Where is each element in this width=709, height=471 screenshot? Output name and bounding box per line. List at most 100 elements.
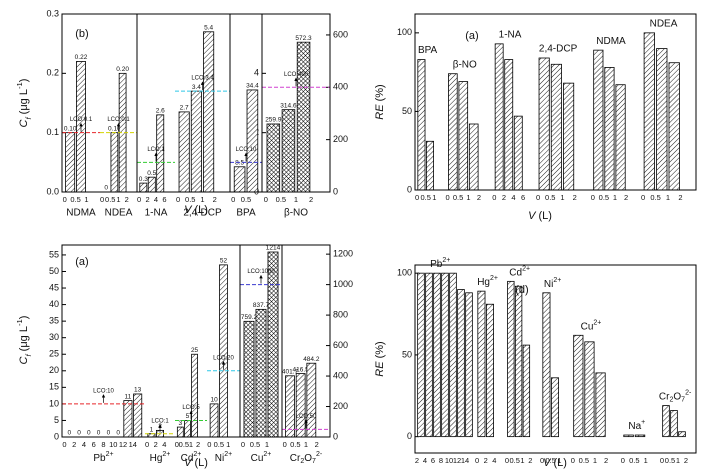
x-tick-label: 0 [641,193,645,202]
plot-frame [414,13,697,191]
text-part: Cu [581,321,594,332]
text-part: Cr [290,453,301,464]
group-label: Cr2O72- [290,451,323,465]
text-part: 2+ [263,451,271,458]
x-tick-label: 1 [520,456,524,465]
text-part: Hg [150,453,163,464]
panel-label: (a) [75,256,88,268]
value-label: 2.7 [180,105,189,112]
x-tick-label: 0 [63,195,67,204]
x-tick-label: 0 [62,440,66,449]
x-tick-label: 0.5 [453,193,463,202]
bar [65,132,76,193]
plot-frame [61,13,331,193]
value-label: 484.2 [303,356,320,363]
bar [123,400,133,438]
x-tick-label: 2 [678,193,682,202]
lco-label: LCO:0.1 [70,117,93,123]
text-part: (L) [550,457,567,469]
tick-label: 0 [407,184,412,194]
text-part: Pb [93,453,106,464]
x-tick-label: 10 [109,440,117,449]
value-label: 0 [77,430,81,437]
bar [133,393,143,438]
x-tick-label: 0 [241,440,245,449]
panel-label: (d) [515,284,528,296]
lco-label: LCO:1000 [247,269,275,275]
tick-label: 0.2 [46,68,59,78]
x-tick-label: 0 [231,195,235,204]
x-tick-label: 2 [573,193,577,202]
bar [219,264,228,438]
group-label: Ni2+ [544,277,561,289]
value-label: 5 [186,413,190,420]
bar [604,67,615,191]
text-part: 2+ [490,276,498,283]
bar [255,308,267,438]
text-part: Cd [181,453,194,464]
tick-label: 15 [49,382,59,392]
text-part: + [641,419,645,426]
text-part: -1 [15,319,24,326]
bar [203,31,215,193]
x-tick-label: 4 [423,456,427,465]
panel-label: (b) [75,28,88,40]
x-tick-label: 0 [621,456,625,465]
x-tick-label: 2 [684,456,688,465]
x-tick-label: 0 [137,195,141,204]
text-part: (L) [191,457,208,469]
x-tick-label: 2 [415,456,419,465]
tick-label: 1200 [333,249,353,259]
group-label: β-NO [284,208,308,219]
bar [417,59,426,191]
group-label: Cr2O72- [659,390,692,404]
text-part: Cu [251,453,264,464]
lco-label: LCO:0.1 [107,117,130,123]
bar [485,303,494,438]
text-part: 7 [312,458,316,465]
tick-label: 600 [333,29,348,39]
bar [668,62,680,191]
x-tick-label: 4 [511,193,515,202]
bar [522,344,531,438]
x-tick-label: 12 [453,456,461,465]
tick-label: 200 [333,401,348,411]
x-tick-label: 0.5 [599,193,609,202]
x-tick-label: 14 [461,456,469,465]
x-tick-label: 0 [492,193,496,202]
group-label: BPA [418,45,438,56]
tick-label: 5 [54,415,59,425]
value-label: 0 [68,430,72,437]
group-label: Ni2+ [215,451,232,463]
group-label: Pb2+ [430,258,450,270]
x-tick-label: 2 [213,195,217,204]
value-label: 0.3 [139,176,148,183]
text-part: (L) [535,210,552,222]
bar [285,375,295,438]
x-tick-label: 8 [101,440,105,449]
x-tick-label: 6 [162,195,166,204]
panel-label: (a) [465,30,478,42]
value-label: 3 [179,420,183,427]
group-label: NDMA [66,208,96,219]
tick-label: 35 [49,316,59,326]
x-tick-label: 1 [666,193,670,202]
lco-label: LCO:1 [151,418,169,424]
x-tick-label: 0 [415,193,419,202]
group-label: 2,4-DCP [539,44,578,55]
bar [190,90,202,193]
x-tick-label: 0.5 [665,456,675,465]
tick-label: 0.1 [46,127,59,137]
group-label: BPA [236,208,256,219]
tick-label: 100 [397,27,412,37]
tick-label: 800 [333,309,348,319]
x-tick-label: 10 [445,456,453,465]
x-tick-label: 0.5 [420,193,430,202]
group-label: Hg2+ [150,451,171,463]
text-part: 2+ [593,320,601,327]
x-tick-label: 0 [100,195,104,204]
value-label: 0.10 [108,125,121,132]
value-label: 401.7 [282,369,299,376]
lco-label: LCO:5 [182,405,200,411]
group-label: 2,4-DCP [183,208,222,219]
